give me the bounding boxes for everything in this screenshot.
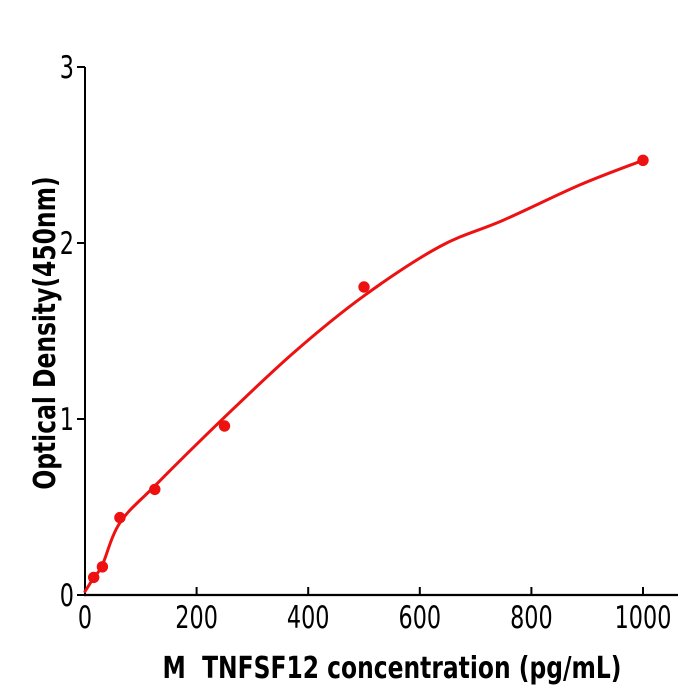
x-tick-label: 1000 (615, 600, 672, 636)
y-tick-label: 3 (60, 50, 74, 86)
x-tick-label: 0 (78, 600, 92, 636)
x-axis-title: M TNFSF12 concentration (pg/mL) (162, 651, 622, 686)
x-tick-label: 200 (175, 600, 218, 636)
data-point (358, 281, 370, 293)
y-tick-label: 0 (60, 578, 74, 614)
y-tick-label: 1 (60, 402, 74, 438)
x-tick-label: 800 (510, 600, 553, 636)
fit-curve (83, 158, 645, 593)
x-tick-label: 400 (287, 600, 330, 636)
y-tick-label: 2 (60, 226, 74, 262)
x-tick-label: 600 (399, 600, 442, 636)
data-point (149, 483, 161, 496)
y-axis-title: Optical Density(450nm) (28, 176, 63, 490)
data-point (218, 420, 231, 432)
